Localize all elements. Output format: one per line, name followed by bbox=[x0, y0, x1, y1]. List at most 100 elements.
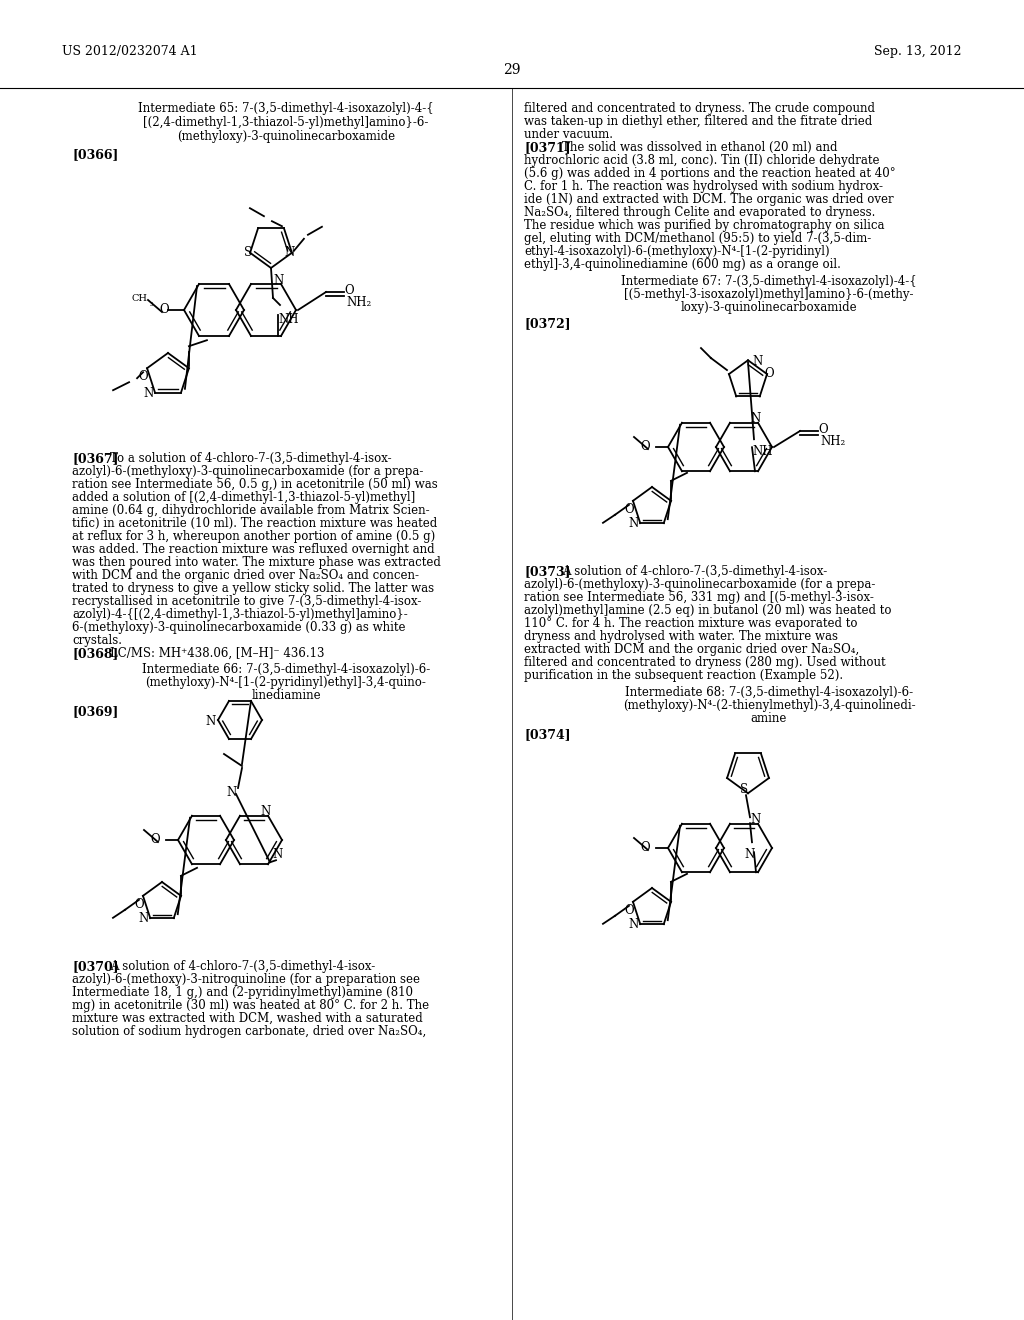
Text: mg) in acetonitrile (30 ml) was heated at 80° C. for 2 h. The: mg) in acetonitrile (30 ml) was heated a… bbox=[72, 999, 429, 1012]
Text: N: N bbox=[752, 355, 762, 368]
Text: linediamine: linediamine bbox=[251, 689, 321, 702]
Text: NH₂: NH₂ bbox=[820, 436, 845, 447]
Text: 110° C. for 4 h. The reaction mixture was evaporated to: 110° C. for 4 h. The reaction mixture wa… bbox=[524, 616, 857, 630]
Text: O: O bbox=[818, 422, 827, 436]
Text: (methyloxy)-N⁴-[1-(2-pyridinyl)ethyl]-3,4-quino-: (methyloxy)-N⁴-[1-(2-pyridinyl)ethyl]-3,… bbox=[145, 676, 426, 689]
Text: N: N bbox=[261, 805, 271, 818]
Text: N: N bbox=[206, 715, 216, 729]
Text: O: O bbox=[151, 833, 160, 846]
Text: solution of sodium hydrogen carbonate, dried over Na₂SO₄,: solution of sodium hydrogen carbonate, d… bbox=[72, 1026, 426, 1038]
Text: N: N bbox=[628, 517, 638, 531]
Text: A solution of 4-chloro-7-(3,5-dimethyl-4-isox-: A solution of 4-chloro-7-(3,5-dimethyl-4… bbox=[110, 960, 375, 973]
Text: N: N bbox=[227, 785, 238, 799]
Text: trated to dryness to give a yellow sticky solid. The latter was: trated to dryness to give a yellow stick… bbox=[72, 582, 434, 595]
Text: Sep. 13, 2012: Sep. 13, 2012 bbox=[874, 45, 962, 58]
Text: O: O bbox=[159, 304, 169, 315]
Text: 6-(methyloxy)-3-quinolinecarboxamide (0.33 g) as white: 6-(methyloxy)-3-quinolinecarboxamide (0.… bbox=[72, 620, 406, 634]
Text: Intermediate 65: 7-(3,5-dimethyl-4-isoxazolyl)-4-{: Intermediate 65: 7-(3,5-dimethyl-4-isoxa… bbox=[138, 102, 434, 115]
Text: N: N bbox=[628, 919, 638, 931]
Text: [0368]: [0368] bbox=[72, 647, 119, 660]
Text: NH: NH bbox=[752, 445, 772, 458]
Text: ₃: ₃ bbox=[150, 300, 154, 308]
Text: ide (1N) and extracted with DCM. The organic was dried over: ide (1N) and extracted with DCM. The org… bbox=[524, 193, 894, 206]
Text: added a solution of [(2,4-dimethyl-1,3-thiazol-5-yl)methyl]: added a solution of [(2,4-dimethyl-1,3-t… bbox=[72, 491, 416, 504]
Text: hydrochloric acid (3.8 ml, conc). Tin (II) chloride dehydrate: hydrochloric acid (3.8 ml, conc). Tin (I… bbox=[524, 154, 880, 168]
Text: Intermediate 66: 7-(3,5-dimethyl-4-isoxazolyl)-6-: Intermediate 66: 7-(3,5-dimethyl-4-isoxa… bbox=[142, 663, 430, 676]
Text: N: N bbox=[272, 849, 283, 861]
Text: was then poured into water. The mixture phase was extracted: was then poured into water. The mixture … bbox=[72, 556, 441, 569]
Text: O: O bbox=[764, 367, 774, 380]
Text: N: N bbox=[751, 412, 761, 425]
Text: azolyl)-4-{[(2,4-dimethyl-1,3-thiazol-5-yl)methyl]amino}-: azolyl)-4-{[(2,4-dimethyl-1,3-thiazol-5-… bbox=[72, 609, 408, 620]
Text: was added. The reaction mixture was refluxed overnight and: was added. The reaction mixture was refl… bbox=[72, 543, 434, 556]
Text: O: O bbox=[344, 284, 353, 297]
Text: O: O bbox=[138, 370, 147, 383]
Text: O: O bbox=[134, 898, 143, 911]
Text: NH₂: NH₂ bbox=[346, 296, 372, 309]
Text: was taken-up in diethyl ether, filtered and the fitrate dried: was taken-up in diethyl ether, filtered … bbox=[524, 115, 872, 128]
Text: amine: amine bbox=[751, 711, 787, 725]
Text: [0370]: [0370] bbox=[72, 960, 119, 973]
Text: (methyloxy)-3-quinolinecarboxamide: (methyloxy)-3-quinolinecarboxamide bbox=[177, 129, 395, 143]
Text: Intermediate 18, 1 g,) and (2-pyridinylmethyl)amine (810: Intermediate 18, 1 g,) and (2-pyridinylm… bbox=[72, 986, 413, 999]
Text: (methyloxy)-N⁴-(2-thienylmethyl)-3,4-quinolinedi-: (methyloxy)-N⁴-(2-thienylmethyl)-3,4-qui… bbox=[623, 700, 915, 711]
Text: N: N bbox=[285, 246, 295, 259]
Text: CH: CH bbox=[132, 294, 148, 304]
Text: [(5-methyl-3-isoxazolyl)methyl]amino}-6-(methy-: [(5-methyl-3-isoxazolyl)methyl]amino}-6-… bbox=[625, 288, 913, 301]
Text: S: S bbox=[740, 783, 749, 796]
Text: S: S bbox=[244, 246, 252, 259]
Text: O: O bbox=[625, 904, 634, 917]
Text: [0373]: [0373] bbox=[524, 565, 570, 578]
Text: mixture was extracted with DCM, washed with a saturated: mixture was extracted with DCM, washed w… bbox=[72, 1012, 423, 1026]
Text: ethyl-4-isoxazolyl)-6-(methyloxy)-N⁴-[1-(2-pyridinyl): ethyl-4-isoxazolyl)-6-(methyloxy)-N⁴-[1-… bbox=[524, 246, 829, 257]
Text: [0374]: [0374] bbox=[524, 729, 570, 741]
Text: amine (0.64 g, dihydrochloride available from Matrix Scien-: amine (0.64 g, dihydrochloride available… bbox=[72, 504, 430, 517]
Text: ethyl]-3,4-quinolinediamine (600 mg) as a orange oil.: ethyl]-3,4-quinolinediamine (600 mg) as … bbox=[524, 257, 841, 271]
Text: O: O bbox=[640, 440, 650, 453]
Text: N: N bbox=[138, 912, 148, 925]
Text: Intermediate 68: 7-(3,5-dimethyl-4-isoxazolyl)-6-: Intermediate 68: 7-(3,5-dimethyl-4-isoxa… bbox=[625, 686, 913, 700]
Text: Intermediate 67: 7-(3,5-dimethyl-4-isoxazolyl)-4-{: Intermediate 67: 7-(3,5-dimethyl-4-isoxa… bbox=[622, 275, 916, 288]
Text: NH: NH bbox=[278, 313, 299, 326]
Text: O: O bbox=[640, 841, 650, 854]
Text: crystals.: crystals. bbox=[72, 634, 122, 647]
Text: filtered and concentrated to dryness. The crude compound: filtered and concentrated to dryness. Th… bbox=[524, 102, 874, 115]
Text: N: N bbox=[744, 849, 755, 861]
Text: US 2012/0232074 A1: US 2012/0232074 A1 bbox=[62, 45, 198, 58]
Text: A solution of 4-chloro-7-(3,5-dimethyl-4-isox-: A solution of 4-chloro-7-(3,5-dimethyl-4… bbox=[562, 565, 827, 578]
Text: at reflux for 3 h, whereupon another portion of amine (0.5 g): at reflux for 3 h, whereupon another por… bbox=[72, 531, 435, 543]
Text: To a solution of 4-chloro-7-(3,5-dimethyl-4-isox-: To a solution of 4-chloro-7-(3,5-dimethy… bbox=[110, 451, 391, 465]
Text: ration see Intermediate 56, 331 mg) and [(5-methyl-3-isox-: ration see Intermediate 56, 331 mg) and … bbox=[524, 591, 873, 605]
Text: azolyl)-6-(methyloxy)-3-quinolinecarboxamide (for a prepa-: azolyl)-6-(methyloxy)-3-quinolinecarboxa… bbox=[524, 578, 876, 591]
Text: extracted with DCM and the organic dried over Na₂SO₄,: extracted with DCM and the organic dried… bbox=[524, 643, 859, 656]
Text: recrystallised in acetonitrile to give 7-(3,5-dimethyl-4-isox-: recrystallised in acetonitrile to give 7… bbox=[72, 595, 421, 609]
Text: N: N bbox=[751, 813, 761, 826]
Text: gel, eluting with DCM/methanol (95:5) to yield 7-(3,5-dim-: gel, eluting with DCM/methanol (95:5) to… bbox=[524, 232, 871, 246]
Text: [(2,4-dimethyl-1,3-thiazol-5-yl)methyl]amino}-6-: [(2,4-dimethyl-1,3-thiazol-5-yl)methyl]a… bbox=[143, 116, 429, 129]
Text: The solid was dissolved in ethanol (20 ml) and: The solid was dissolved in ethanol (20 m… bbox=[562, 141, 838, 154]
Text: The residue which was purified by chromatography on silica: The residue which was purified by chroma… bbox=[524, 219, 885, 232]
Text: filtered and concentrated to dryness (280 mg). Used without: filtered and concentrated to dryness (28… bbox=[524, 656, 886, 669]
Text: Na₂SO₄, filtered through Celite and evaporated to dryness.: Na₂SO₄, filtered through Celite and evap… bbox=[524, 206, 876, 219]
Text: [0367]: [0367] bbox=[72, 451, 119, 465]
Text: ration see Intermediate 56, 0.5 g,) in acetonitrile (50 ml) was: ration see Intermediate 56, 0.5 g,) in a… bbox=[72, 478, 437, 491]
Text: [0371]: [0371] bbox=[524, 141, 570, 154]
Text: azolyl)-6-(methoxy)-3-nitroquinoline (for a preparation see: azolyl)-6-(methoxy)-3-nitroquinoline (fo… bbox=[72, 973, 420, 986]
Text: [0372]: [0372] bbox=[524, 317, 570, 330]
Text: (5.6 g) was added in 4 portions and the reaction heated at 40°: (5.6 g) was added in 4 portions and the … bbox=[524, 168, 896, 180]
Text: [0369]: [0369] bbox=[72, 705, 119, 718]
Text: O: O bbox=[625, 503, 634, 516]
Text: tific) in acetonitrile (10 ml). The reaction mixture was heated: tific) in acetonitrile (10 ml). The reac… bbox=[72, 517, 437, 531]
Text: N: N bbox=[273, 273, 284, 286]
Text: azolyl)-6-(methyloxy)-3-quinolinecarboxamide (for a prepa-: azolyl)-6-(methyloxy)-3-quinolinecarboxa… bbox=[72, 465, 423, 478]
Text: purification in the subsequent reaction (Example 52).: purification in the subsequent reaction … bbox=[524, 669, 843, 682]
Text: LC/MS: MH⁺438.06, [M–H]⁻ 436.13: LC/MS: MH⁺438.06, [M–H]⁻ 436.13 bbox=[110, 647, 325, 660]
Text: 29: 29 bbox=[503, 63, 521, 77]
Text: C. for 1 h. The reaction was hydrolysed with sodium hydrox-: C. for 1 h. The reaction was hydrolysed … bbox=[524, 180, 883, 193]
Text: dryness and hydrolysed with water. The mixture was: dryness and hydrolysed with water. The m… bbox=[524, 630, 838, 643]
Text: N: N bbox=[143, 387, 154, 400]
Text: azolyl)methyl]amine (2.5 eq) in butanol (20 ml) was heated to: azolyl)methyl]amine (2.5 eq) in butanol … bbox=[524, 605, 892, 616]
Text: with DCM and the organic dried over Na₂SO₄ and concen-: with DCM and the organic dried over Na₂S… bbox=[72, 569, 419, 582]
Text: under vacuum.: under vacuum. bbox=[524, 128, 613, 141]
Text: loxy)-3-quinolinecarboxamide: loxy)-3-quinolinecarboxamide bbox=[681, 301, 857, 314]
